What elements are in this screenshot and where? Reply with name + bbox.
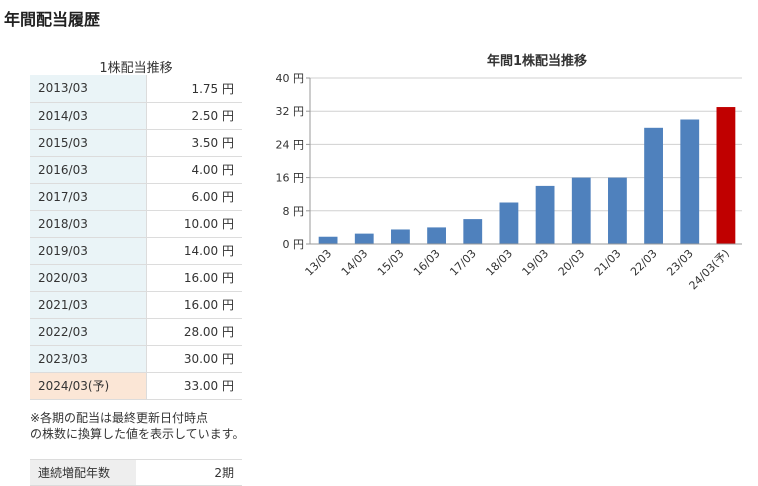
y-tick-label: 16 円 bbox=[276, 172, 305, 185]
bar-18/03 bbox=[499, 202, 519, 244]
bar-24/03(予) bbox=[716, 107, 736, 244]
bar-19/03 bbox=[535, 185, 555, 244]
value-cell: 2.50 円 bbox=[146, 102, 242, 130]
value-cell: 16.00 円 bbox=[146, 264, 242, 292]
value-cell: 6.00 円 bbox=[146, 183, 242, 211]
bar-15/03 bbox=[391, 229, 410, 244]
value-cell: 10.00 円 bbox=[146, 210, 242, 238]
year-cell: 2020/03 bbox=[30, 264, 147, 292]
table-row: 2015/03 3.50 円 bbox=[30, 129, 242, 157]
y-tick-label: 8 円 bbox=[283, 205, 305, 218]
year-cell: 2023/03 bbox=[30, 345, 147, 373]
year-cell: 2022/03 bbox=[30, 318, 147, 346]
bar-17/03 bbox=[463, 219, 483, 244]
year-cell: 2013/03 bbox=[30, 75, 147, 103]
value-cell: 30.00 円 bbox=[146, 345, 242, 373]
value-cell: 1.75 円 bbox=[146, 75, 242, 103]
bar-16/03 bbox=[427, 227, 446, 244]
page-title: 年間配当履歴 bbox=[4, 10, 101, 29]
table-row: 2019/03 14.00 円 bbox=[30, 237, 242, 265]
x-tick-label: 17/03 bbox=[447, 247, 479, 279]
value-cell: 33.00 円 bbox=[146, 372, 242, 400]
y-tick-label: 40 円 bbox=[276, 72, 305, 85]
consecutive-increase-value: 2期 bbox=[136, 459, 242, 486]
x-tick-label: 14/03 bbox=[339, 247, 371, 279]
table-row: 2021/03 16.00 円 bbox=[30, 291, 242, 319]
y-tick-label: 24 円 bbox=[276, 138, 305, 151]
note-line: の株数に換算した値を表示しています。 bbox=[30, 427, 245, 441]
x-tick-label: 20/03 bbox=[556, 247, 588, 279]
x-tick-label: 21/03 bbox=[592, 247, 624, 279]
value-cell: 28.00 円 bbox=[146, 318, 242, 346]
bar-22/03 bbox=[644, 127, 663, 244]
y-tick-label: 32 円 bbox=[276, 105, 305, 118]
table-row: 2018/03 10.00 円 bbox=[30, 210, 242, 238]
year-cell: 2016/03 bbox=[30, 156, 147, 184]
year-cell: 2014/03 bbox=[30, 102, 147, 130]
note-line: ※各期の配当は最終更新日付時点 bbox=[30, 411, 209, 425]
table-row: 2017/03 6.00 円 bbox=[30, 183, 242, 211]
dividend-table: 2013/03 1.75 円 2014/03 2.50 円 2015/03 3.50 … bbox=[30, 75, 242, 400]
bar-21/03 bbox=[608, 177, 627, 244]
year-cell: 2017/03 bbox=[30, 183, 147, 211]
dividend-note: ※各期の配当は最終更新日付時点 の株数に換算した値を表示しています。 bbox=[30, 410, 244, 442]
bar-23/03 bbox=[680, 119, 700, 244]
value-cell: 4.00 円 bbox=[146, 156, 242, 184]
consecutive-increase-table: 連続増配年数 2期 bbox=[30, 459, 242, 486]
chart-title: 年間1株配当推移 bbox=[487, 53, 587, 69]
x-tick-label: 16/03 bbox=[411, 247, 443, 279]
bar-14/03 bbox=[354, 233, 374, 244]
table-row: 連続増配年数 2期 bbox=[30, 459, 242, 486]
table-row: 2016/03 4.00 円 bbox=[30, 156, 242, 184]
x-tick-label: 15/03 bbox=[375, 247, 407, 279]
x-tick-label: 13/03 bbox=[303, 247, 335, 279]
dividend-table-caption: 1株配当推移 bbox=[99, 61, 173, 76]
bar-13/03 bbox=[318, 236, 338, 244]
table-row: 2022/03 28.00 円 bbox=[30, 318, 242, 346]
x-tick-label: 23/03 bbox=[664, 247, 696, 279]
year-cell: 2019/03 bbox=[30, 237, 147, 265]
table-row-forecast: 2024/03(予) 33.00 円 bbox=[30, 372, 242, 400]
table-row: 2014/03 2.50 円 bbox=[30, 102, 242, 130]
table-row: 2020/03 16.00 円 bbox=[30, 264, 242, 292]
year-cell: 2021/03 bbox=[30, 291, 147, 319]
x-tick-label: 22/03 bbox=[628, 247, 660, 279]
x-tick-label: 18/03 bbox=[483, 247, 515, 279]
bar-20/03 bbox=[571, 177, 591, 244]
x-tick-label: 19/03 bbox=[520, 247, 552, 279]
consecutive-increase-label: 連続増配年数 bbox=[30, 459, 136, 486]
year-cell: 2015/03 bbox=[30, 129, 147, 157]
y-tick-label: 0 円 bbox=[283, 238, 305, 251]
table-row: 2013/03 1.75 円 bbox=[30, 75, 242, 103]
value-cell: 3.50 円 bbox=[146, 129, 242, 157]
table-row: 2023/03 30.00 円 bbox=[30, 345, 242, 373]
value-cell: 16.00 円 bbox=[146, 291, 242, 319]
dividend-bar-chart: 年間1株配当推移 0 円 8 円 16 円 24 円 32 円 40 円 13/03 14/03… bbox=[276, 53, 742, 292]
value-cell: 14.00 円 bbox=[146, 237, 242, 265]
year-cell: 2024/03(予) bbox=[30, 372, 147, 400]
year-cell: 2018/03 bbox=[30, 210, 147, 238]
